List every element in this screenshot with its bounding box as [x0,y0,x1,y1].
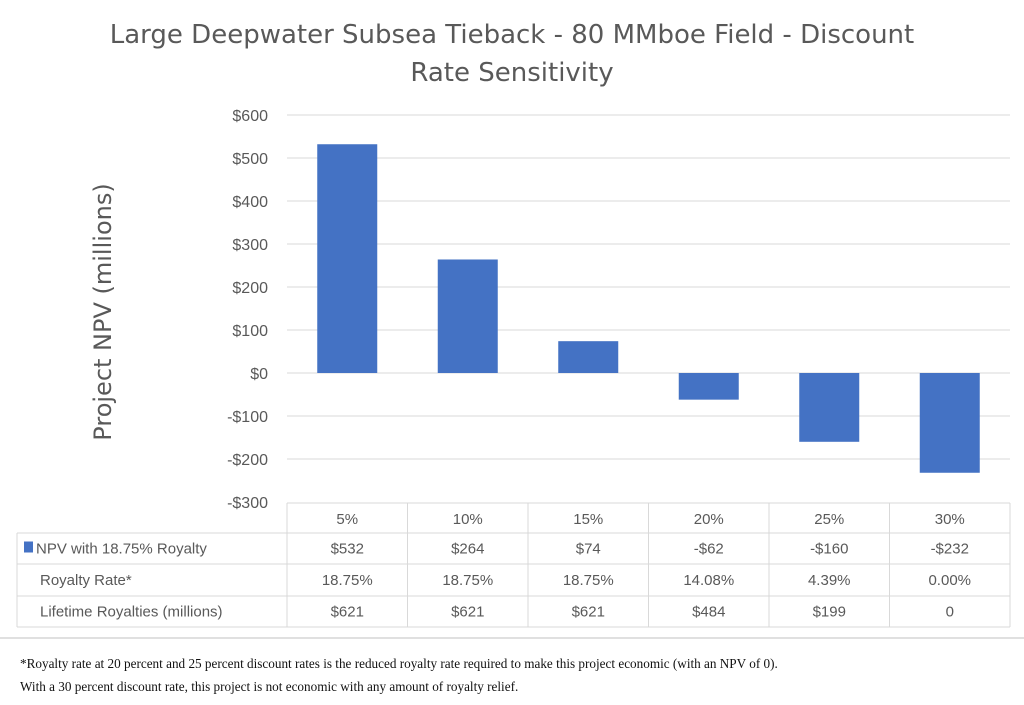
npv-chart: Large Deepwater Subsea Tieback - 80 MMbo… [16,20,1011,628]
category-label: 10% [453,511,483,528]
table-cell: 0.00% [928,572,971,589]
divider [0,637,1024,639]
bar-30% [919,373,980,473]
table-cell: -$232 [931,541,969,558]
y-tick-label: $200 [232,280,268,297]
category-label: 5% [336,511,358,528]
table-row-label: Lifetime Royalties (millions) [40,604,223,621]
bar-10% [437,259,498,373]
y-tick-label: $300 [232,237,268,254]
footnote-line-2: With a 30 percent discount rate, this pr… [20,679,519,694]
category-label: 20% [694,511,724,528]
y-tick-label: $600 [232,108,268,125]
table-cell: 18.75% [442,572,493,589]
table-cell: $532 [331,541,364,558]
category-label: 15% [573,511,603,528]
bar-5% [317,144,378,373]
table-cell: $621 [331,604,364,621]
category-label: 30% [935,511,965,528]
table-cell: 18.75% [563,572,614,589]
y-tick-label: $100 [232,323,268,340]
table-cell: $74 [576,541,601,558]
table-row-label: Royalty Rate* [40,572,132,589]
footnote: *Royalty rate at 20 percent and 25 perce… [20,652,1020,698]
footnote-line-1: *Royalty rate at 20 percent and 25 perce… [20,656,778,671]
table-cell: 0 [946,604,954,621]
y-tick-label: -$200 [227,452,268,469]
y-axis-label: Project NPV (millions) [89,183,117,440]
table-cell: -$62 [694,541,724,558]
table-cell: -$160 [810,541,848,558]
table-cell: $621 [451,604,484,621]
category-label: 25% [814,511,844,528]
bar-20% [678,373,739,400]
table-cell: 4.39% [808,572,851,589]
table-cell: 18.75% [322,572,373,589]
chart-title-line: Large Deepwater Subsea Tieback - 80 MMbo… [110,20,914,50]
table-cell: $264 [451,541,484,558]
bar-15% [558,341,619,373]
y-tick-label: $0 [250,366,268,383]
table-cell: $199 [813,604,846,621]
bar-25% [799,373,860,442]
table-cell: $621 [572,604,605,621]
table-row-label: NPV with 18.75% Royalty [36,541,207,558]
y-tick-label: $400 [232,194,268,211]
y-tick-label: $500 [232,151,268,168]
chart-title-line: Rate Sensitivity [410,58,613,88]
y-tick-label: -$100 [227,409,268,426]
legend-key [24,541,33,553]
y-tick-label: -$300 [227,495,268,512]
table-cell: $484 [692,604,725,621]
table-cell: 14.08% [683,572,734,589]
